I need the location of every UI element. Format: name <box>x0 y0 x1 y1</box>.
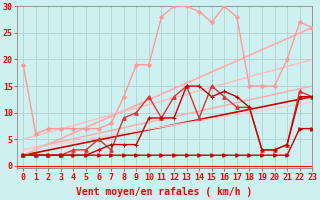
X-axis label: Vent moyen/en rafales ( km/h ): Vent moyen/en rafales ( km/h ) <box>76 187 253 197</box>
